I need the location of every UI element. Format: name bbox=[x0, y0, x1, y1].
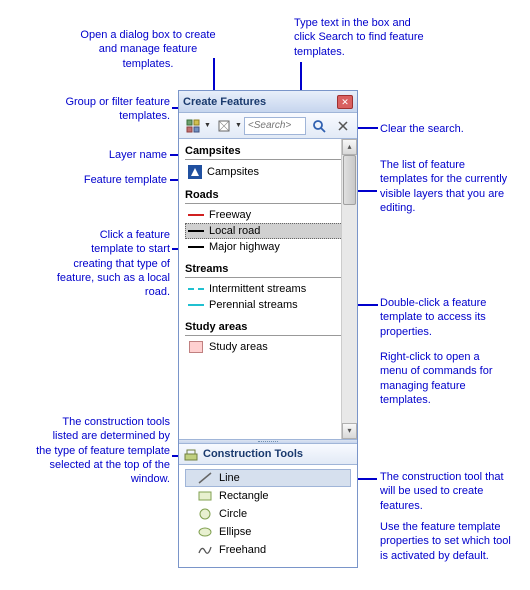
tools-icon bbox=[184, 447, 198, 461]
line-symbol bbox=[188, 214, 204, 216]
callout-tool-default: Use the feature template properties to s… bbox=[380, 520, 515, 563]
callout-list-desc: The list of feature templates for the cu… bbox=[380, 158, 510, 215]
template-label: Local road bbox=[209, 225, 260, 237]
line-symbol bbox=[188, 246, 204, 248]
layer-group: Roads Freeway Local road Major highway bbox=[185, 187, 351, 255]
polygon-symbol bbox=[189, 341, 203, 353]
tool-label: Circle bbox=[219, 508, 247, 520]
scroll-thumb[interactable] bbox=[343, 155, 356, 205]
create-features-window: Create Features ✕ ▼ ▼ CampsitesCampsites… bbox=[178, 90, 358, 568]
construction-tool-item[interactable]: Ellipse bbox=[185, 523, 351, 541]
construction-title: Construction Tools bbox=[203, 448, 303, 460]
callout-tool-selected: The construction tool that will be used … bbox=[380, 470, 510, 513]
line-symbol bbox=[188, 230, 204, 232]
group-filter-button[interactable] bbox=[182, 115, 204, 137]
feature-template-item[interactable]: Study areas bbox=[185, 339, 351, 355]
freehand-tool-icon bbox=[197, 543, 213, 557]
scrollbar[interactable]: ▴ ▾ bbox=[341, 139, 357, 439]
callout-double-click: Double-click a feature template to acces… bbox=[380, 296, 510, 339]
search-button[interactable] bbox=[308, 115, 330, 137]
clear-search-button[interactable] bbox=[332, 115, 354, 137]
scroll-up-button[interactable]: ▴ bbox=[342, 139, 357, 155]
feature-template-item[interactable]: Freeway bbox=[185, 207, 351, 223]
feature-template-item[interactable]: Major highway bbox=[185, 239, 351, 255]
callout-layer-name: Layer name bbox=[102, 148, 167, 162]
layer-group: Streams Intermittent streams Perennial str… bbox=[185, 261, 351, 313]
feature-template-item[interactable]: Perennial streams bbox=[185, 297, 351, 313]
template-label: Study areas bbox=[209, 341, 268, 353]
callout-right-click: Right-click to open a menu of commands f… bbox=[380, 350, 510, 407]
construction-tool-item[interactable]: Freehand bbox=[185, 541, 351, 559]
template-list-pane: Campsites Campsites Roads Freeway Local road… bbox=[179, 139, 357, 439]
close-button[interactable]: ✕ bbox=[337, 95, 353, 109]
tool-label: Freehand bbox=[219, 544, 266, 556]
window-title: Create Features bbox=[183, 96, 337, 108]
template-label: Major highway bbox=[209, 241, 280, 253]
ellipse-tool-icon bbox=[197, 525, 213, 539]
callout-feature-template: Feature template bbox=[75, 173, 167, 187]
line-tool-icon bbox=[197, 471, 213, 485]
template-label: Intermittent streams bbox=[209, 283, 306, 295]
campsite-icon bbox=[188, 165, 202, 179]
new-template-button[interactable] bbox=[213, 115, 235, 137]
template-label: Perennial streams bbox=[209, 299, 298, 311]
chevron-down-icon[interactable]: ▼ bbox=[204, 122, 211, 129]
rectangle-tool-icon bbox=[197, 489, 213, 503]
template-label: Freeway bbox=[209, 209, 251, 221]
callout-group-filter: Group or filter feature templates. bbox=[50, 95, 170, 124]
layer-name: Streams bbox=[185, 261, 351, 278]
circle-tool-icon bbox=[197, 507, 213, 521]
template-label: Campsites bbox=[207, 166, 259, 178]
chevron-down-icon[interactable]: ▼ bbox=[235, 122, 242, 129]
construction-tool-item[interactable]: Line bbox=[185, 469, 351, 487]
titlebar: Create Features ✕ bbox=[179, 91, 357, 113]
tool-label: Ellipse bbox=[219, 526, 251, 538]
line-symbol bbox=[188, 304, 204, 306]
splitter[interactable] bbox=[179, 439, 357, 444]
construction-tools-pane: Line Rectangle Circle Ellipse Freehand bbox=[179, 465, 357, 567]
feature-template-item[interactable]: Local road bbox=[185, 223, 351, 239]
search-icon bbox=[312, 119, 326, 133]
layer-group: Study areas Study areas bbox=[185, 319, 351, 355]
callout-construction-desc: The construction tools listed are determ… bbox=[35, 415, 170, 486]
line-symbol bbox=[188, 288, 204, 290]
construction-tool-item[interactable]: Rectangle bbox=[185, 487, 351, 505]
layer-name: Roads bbox=[185, 187, 351, 204]
construction-header: Construction Tools bbox=[179, 444, 357, 465]
layer-group: Campsites Campsites bbox=[185, 143, 351, 181]
filter-icon bbox=[186, 119, 200, 133]
callout-click-template: Click a feature template to start creati… bbox=[55, 228, 170, 299]
toolbar: ▼ ▼ bbox=[179, 113, 357, 139]
clear-icon bbox=[336, 119, 350, 133]
construction-tool-item[interactable]: Circle bbox=[185, 505, 351, 523]
callout-type-search: Type text in the box and click Search to… bbox=[294, 16, 424, 59]
scroll-down-button[interactable]: ▾ bbox=[342, 423, 357, 439]
tool-label: Line bbox=[219, 472, 240, 484]
layer-name: Study areas bbox=[185, 319, 351, 336]
new-template-icon bbox=[217, 119, 231, 133]
tool-label: Rectangle bbox=[219, 490, 269, 502]
callout-clear-search: Clear the search. bbox=[380, 122, 464, 136]
search-input[interactable] bbox=[244, 117, 306, 135]
callout-open-dialog: Open a dialog box to create and manage f… bbox=[78, 28, 218, 71]
feature-template-item[interactable]: Intermittent streams bbox=[185, 281, 351, 297]
layer-name: Campsites bbox=[185, 143, 351, 160]
feature-template-item[interactable]: Campsites bbox=[185, 163, 351, 181]
